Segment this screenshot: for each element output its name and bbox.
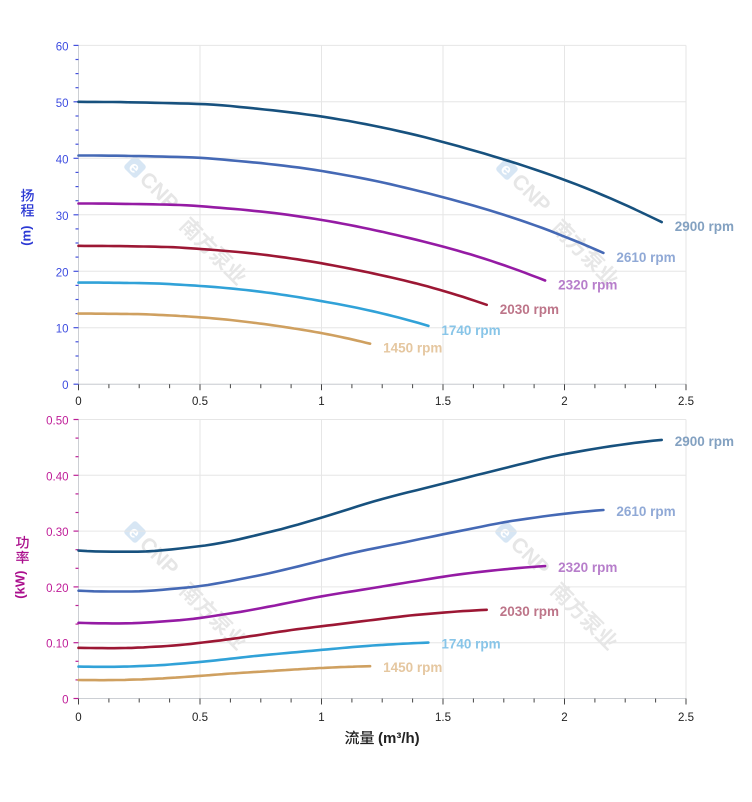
svg-text:20: 20: [56, 267, 69, 279]
svg-text:2900 rpm: 2900 rpm: [675, 434, 734, 449]
svg-text:10: 10: [56, 324, 69, 336]
svg-text:1740 rpm: 1740 rpm: [441, 637, 500, 652]
svg-text:0.40: 0.40: [46, 471, 68, 483]
svg-text:(m): (m): [19, 226, 34, 246]
svg-text:0: 0: [75, 712, 81, 724]
svg-text:1450 rpm: 1450 rpm: [383, 341, 442, 356]
svg-text:2900 rpm: 2900 rpm: [675, 219, 734, 234]
svg-text:30: 30: [56, 211, 69, 223]
svg-text:2320 rpm: 2320 rpm: [558, 560, 617, 575]
svg-text:0.5: 0.5: [192, 396, 208, 408]
svg-text:2320 rpm: 2320 rpm: [558, 278, 617, 293]
svg-text:0: 0: [62, 380, 68, 392]
svg-text:50: 50: [56, 98, 69, 110]
svg-text:2: 2: [561, 712, 567, 724]
svg-text:(kW): (kW): [12, 571, 27, 599]
svg-text:2.5: 2.5: [678, 712, 694, 724]
svg-text:1740 rpm: 1740 rpm: [441, 323, 500, 338]
svg-text:2: 2: [561, 396, 567, 408]
svg-text:2030 rpm: 2030 rpm: [500, 604, 559, 619]
svg-text:1450 rpm: 1450 rpm: [383, 660, 442, 675]
svg-text:0.10: 0.10: [46, 639, 68, 651]
svg-text:1: 1: [318, 712, 324, 724]
svg-text:0.50: 0.50: [46, 416, 68, 428]
svg-text:2610 rpm: 2610 rpm: [616, 504, 675, 519]
svg-text:0.5: 0.5: [192, 712, 208, 724]
svg-text:2610 rpm: 2610 rpm: [616, 250, 675, 265]
svg-text:1: 1: [318, 396, 324, 408]
svg-text:0: 0: [75, 396, 81, 408]
svg-text:2030 rpm: 2030 rpm: [500, 302, 559, 317]
svg-text:0.30: 0.30: [46, 527, 68, 539]
svg-text:40: 40: [56, 154, 69, 166]
svg-text:60: 60: [56, 41, 69, 53]
svg-text:0: 0: [62, 695, 68, 707]
svg-text:2.5: 2.5: [678, 396, 694, 408]
svg-text:0.20: 0.20: [46, 583, 68, 595]
svg-text:(m³/h): (m³/h): [378, 730, 420, 747]
svg-text:1.5: 1.5: [435, 396, 451, 408]
svg-text:1.5: 1.5: [435, 712, 451, 724]
